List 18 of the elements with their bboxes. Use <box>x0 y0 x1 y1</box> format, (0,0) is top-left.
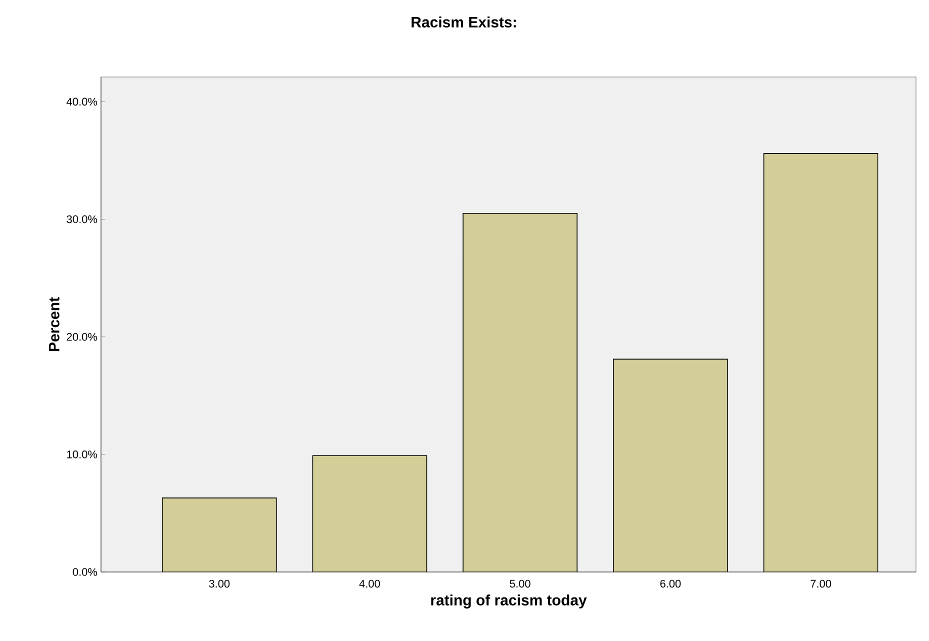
bar <box>763 153 878 572</box>
chart-title: Racism Exists: <box>412 16 516 28</box>
x-tick-label: 6.00 <box>660 580 681 588</box>
x-axis-title: rating of racism today <box>431 594 587 609</box>
bar <box>613 358 728 572</box>
bar <box>312 455 428 572</box>
y-tick-label: 40.0% <box>66 98 98 106</box>
x-tick-label: 3.00 <box>209 580 230 588</box>
x-tick-label: 5.00 <box>510 580 530 588</box>
x-tick-label: 7.00 <box>810 580 832 588</box>
y-tick-label: 20.0% <box>66 332 98 341</box>
y-tick-label: 30.0% <box>66 215 98 224</box>
y-tick-label: 10.0% <box>67 450 98 458</box>
y-tick-label: 0.0% <box>72 568 98 576</box>
x-tick-label: 4.00 <box>359 580 380 588</box>
bar <box>462 212 578 572</box>
bar <box>162 498 277 572</box>
y-axis-title: Percent <box>48 297 60 352</box>
